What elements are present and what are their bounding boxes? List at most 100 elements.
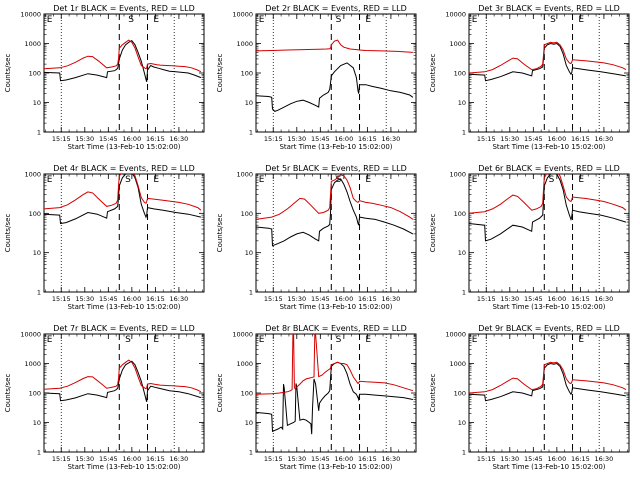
interval-marker-E: E	[47, 15, 53, 25]
x-axis-label: Start Time (13-Feb-10 15:02:00)	[492, 143, 605, 151]
interval-marker-E: E	[472, 15, 478, 25]
y-tick-label: 1	[249, 289, 253, 297]
panel-7: Det 7r BLACK = Events, RED = LLD 1 10 100 10…	[4, 324, 205, 471]
x-tick-label: 15:30	[75, 455, 94, 463]
interval-marker-E: E	[259, 335, 265, 345]
y-tick-label: 1000	[24, 171, 41, 179]
y-tick-label: 10	[33, 249, 41, 257]
plot-frame	[468, 333, 630, 453]
interval-marker-E: E	[472, 175, 478, 185]
lld-series-line	[469, 41, 627, 74]
plot-frame	[43, 333, 205, 453]
y-tick-label: 100	[241, 70, 253, 78]
events-series-line	[44, 360, 202, 403]
y-tick-label: 10	[245, 419, 253, 427]
series-group	[469, 361, 627, 402]
chart-title: Det 2r BLACK = Events, RED = LLD	[265, 4, 407, 13]
plot-frame	[43, 173, 205, 293]
x-tick-label: 16:00	[334, 135, 353, 143]
series-group	[256, 334, 414, 435]
y-tick-label: 100	[29, 390, 41, 398]
chart-title: Det 1r BLACK = Events, RED = LLD	[53, 4, 195, 13]
x-tick-label: 16:30	[382, 455, 401, 463]
interval-marker-E: E	[472, 335, 478, 345]
x-tick-label: 16:30	[595, 295, 614, 303]
chart-title: Det 3r BLACK = Events, RED = LLD	[478, 4, 620, 13]
x-axis-label: Start Time (13-Feb-10 15:02:00)	[492, 303, 605, 311]
x-tick-label: 15:15	[264, 295, 283, 303]
x-tick-label: 15:45	[99, 295, 118, 303]
x-tick-label: 15:30	[500, 455, 519, 463]
y-tick-label: 1000	[24, 40, 41, 48]
interval-marker-S: S	[550, 15, 556, 25]
plot-frame	[468, 173, 630, 293]
lld-series-line	[469, 361, 627, 394]
y-tick-label: 10	[458, 419, 466, 427]
panel-8: Det 8r BLACK = Events, RED = LLD 1 10 100 10…	[216, 324, 417, 471]
y-axis-label: Counts/sec	[4, 54, 12, 93]
events-series-line	[469, 174, 627, 242]
y-tick-label: 1	[249, 449, 253, 457]
x-tick-label: 15:30	[500, 295, 519, 303]
x-tick-label: 16:15	[571, 455, 590, 463]
x-tick-label: 15:45	[311, 295, 330, 303]
x-tick-label: 15:15	[477, 135, 496, 143]
y-tick-label: 1000	[449, 40, 466, 48]
x-tick-label: 16:15	[146, 295, 165, 303]
y-tick-label: 1000	[449, 360, 466, 368]
events-series-line	[256, 178, 414, 247]
y-tick-label: 100	[29, 70, 41, 78]
y-axis-label: Counts/sec	[4, 214, 12, 253]
lld-series-line	[44, 174, 202, 211]
x-tick-label: 15:30	[75, 135, 94, 143]
x-tick-label: 15:15	[264, 455, 283, 463]
lld-series-line	[256, 39, 413, 53]
events-series-line	[44, 174, 202, 225]
interval-marker-E: E	[578, 15, 584, 25]
panel-3: Det 3r BLACK = Events, RED = LLD 1 10 100 10…	[429, 4, 630, 151]
x-tick-label: 16:00	[122, 135, 141, 143]
x-axis-label: Start Time (13-Feb-10 15:02:00)	[67, 143, 180, 151]
plot-frame	[255, 173, 417, 293]
events-series-line	[469, 362, 626, 402]
interval-marker-E: E	[259, 175, 265, 185]
interval-marker-E: E	[47, 335, 53, 345]
x-tick-label: 16:00	[334, 295, 353, 303]
y-tick-label: 1	[462, 289, 466, 297]
x-tick-label: 15:45	[311, 135, 330, 143]
chart-title: Det 6r BLACK = Events, RED = LLD	[478, 164, 620, 173]
interval-marker-E: E	[578, 175, 584, 185]
x-tick-label: 16:00	[122, 295, 141, 303]
x-tick-label: 16:30	[382, 295, 401, 303]
series-group	[256, 174, 414, 247]
y-axis-label: Counts/sec	[429, 374, 437, 413]
events-series-line	[256, 361, 413, 435]
y-tick-label: 10000	[445, 11, 466, 19]
y-tick-label: 100	[29, 210, 41, 218]
x-tick-label: 16:15	[146, 135, 165, 143]
y-tick-label: 10000	[20, 11, 41, 19]
y-tick-label: 100	[454, 390, 466, 398]
x-tick-label: 16:30	[595, 135, 614, 143]
chart-title: Det 8r BLACK = Events, RED = LLD	[265, 324, 407, 333]
x-tick-label: 15:45	[311, 455, 330, 463]
x-tick-label: 15:15	[477, 455, 496, 463]
interval-marker-E: E	[365, 15, 371, 25]
x-tick-label: 16:00	[547, 295, 566, 303]
y-tick-label: 1000	[236, 40, 253, 48]
x-tick-label: 16:15	[146, 455, 165, 463]
panel-5: Det 5r BLACK = Events, RED = LLD 1 10 100 10…	[216, 164, 417, 311]
panel-9: Det 9r BLACK = Events, RED = LLD 1 10 100 10…	[429, 324, 630, 471]
series-group	[44, 359, 202, 403]
interval-marker-S: S	[128, 15, 134, 25]
y-tick-label: 10000	[232, 331, 253, 339]
x-axis-label: Start Time (13-Feb-10 15:02:00)	[279, 303, 392, 311]
x-tick-label: 15:45	[99, 455, 118, 463]
chart-title: Det 9r BLACK = Events, RED = LLD	[478, 324, 620, 333]
x-tick-label: 16:30	[170, 455, 189, 463]
x-axis-label: Start Time (13-Feb-10 15:02:00)	[279, 463, 392, 471]
x-tick-label: 15:45	[524, 135, 543, 143]
lld-series-line	[256, 174, 414, 220]
x-tick-label: 15:45	[524, 455, 543, 463]
